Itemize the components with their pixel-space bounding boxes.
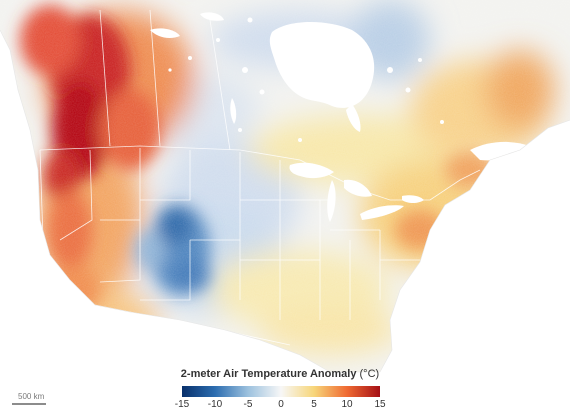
legend-tick-label: 5 <box>311 399 317 410</box>
coastline <box>0 29 570 373</box>
legend-color-ramp <box>182 386 380 397</box>
legend-tick-label: 10 <box>341 399 353 410</box>
legend-tick-label: 15 <box>374 399 386 410</box>
scale-bar-line <box>12 403 46 405</box>
water-bodies <box>150 12 530 222</box>
legend-unit: (°C) <box>359 368 380 380</box>
legend-title: 2-meter Air Temperature Anomaly (°C) <box>170 368 390 380</box>
legend-ticks: -15 -10 -5 0 5 10 15 <box>175 399 386 411</box>
legend-tick-label: -5 <box>243 399 253 410</box>
legend-tick-label: -10 <box>207 399 223 410</box>
scale-bar: 500 km <box>6 392 46 406</box>
legend-title-text: 2-meter Air Temperature Anomaly <box>180 368 357 380</box>
legend: 2-meter Air Temperature Anomaly (°C) -15… <box>170 368 390 413</box>
scale-bar-label: 500 km <box>18 392 45 401</box>
legend-tick-label: -15 <box>174 399 190 410</box>
legend-tick-label: 0 <box>278 399 284 410</box>
